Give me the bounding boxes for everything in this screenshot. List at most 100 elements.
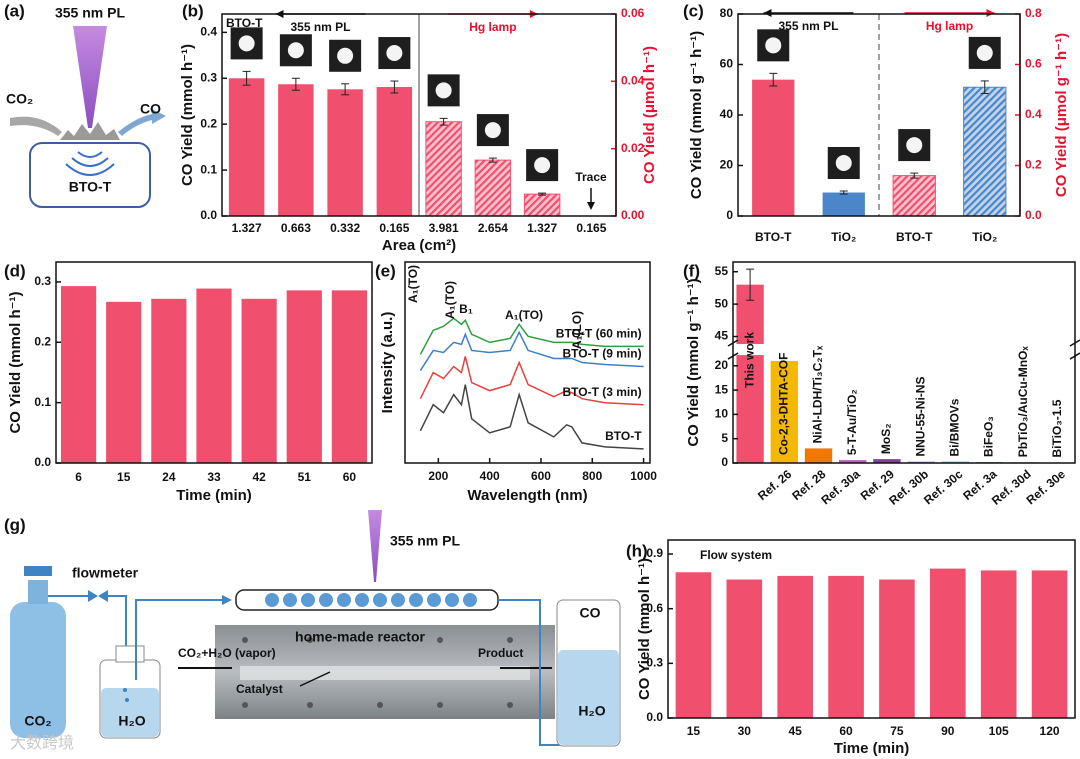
panel-label: (f) [683, 261, 700, 280]
cylinder-valve [24, 566, 52, 576]
annotation: Flow system [700, 548, 772, 562]
water-out-label: H₂O [578, 703, 605, 719]
x-tick-label: 42 [252, 470, 266, 484]
y-tick-label: 0.3 [200, 70, 217, 84]
flowmeter-icon [98, 590, 108, 602]
annotation: A₁(TO) [505, 308, 543, 322]
reactor-photo [240, 666, 530, 680]
sample-photo-spot [976, 44, 993, 61]
bar-label: This work [742, 332, 756, 388]
spectrum-line [419, 356, 644, 406]
cylinder-neck [28, 580, 48, 604]
x-tick-label: 15 [117, 470, 131, 484]
y2-tick-label: 0.4 [1025, 107, 1042, 121]
plot-frame [221, 13, 617, 217]
y-axis-title: CO Yield (mmol g⁻¹ h⁻¹) [685, 278, 702, 446]
series-label: BTO-T (9 min) [562, 347, 641, 361]
sample-photo-spot [765, 37, 782, 54]
tube [135, 599, 225, 680]
y2-tick-label: 0.04 [621, 74, 645, 88]
x-axis-title: Time (min) [834, 740, 910, 757]
x-tick-label: TiO₂ [831, 230, 856, 244]
x-tick-label: 2.654 [478, 221, 508, 235]
y2-tick-label: 0.6 [1025, 57, 1042, 71]
product-label: CO [140, 101, 161, 117]
y-tick-label: 10 [715, 407, 729, 421]
y-axis-title: CO Yield (mmol g⁻¹ h⁻¹) [688, 31, 705, 199]
x-tick-label: 200 [428, 469, 448, 483]
bar [675, 572, 712, 718]
bar [963, 86, 1007, 217]
bar [331, 290, 368, 463]
product-arrow [118, 108, 166, 136]
y-tick-label: 0.4 [200, 25, 217, 39]
x-tick-label: Ref. 26 [755, 467, 794, 503]
axis-break [731, 344, 1077, 356]
spectrum-line [419, 317, 644, 355]
spectrum-line [419, 330, 644, 371]
collector-water [558, 650, 619, 745]
diagram-g: (g) CO₂ flowmeter H₂O 355 nm PL home-mad… [4, 510, 621, 752]
panel-label: (c) [683, 1, 704, 20]
y2-tick-label: 0.8 [1025, 6, 1042, 20]
y-tick-label: 0.2 [34, 334, 51, 348]
bar [106, 301, 142, 463]
x-tick-label: 0.332 [330, 221, 360, 235]
bar [873, 459, 901, 463]
annotation: A₁(TO) [406, 265, 420, 303]
bar-label: MoS₂ [879, 423, 893, 454]
y-tick-label: 50 [715, 296, 729, 310]
y-axis-title: CO Yield (mmol h⁻¹) [636, 558, 653, 700]
bar [523, 193, 561, 217]
y-tick-label: 0.0 [646, 710, 663, 724]
x-tick-label: 400 [480, 469, 500, 483]
bar [822, 192, 865, 216]
flow-arrow [222, 595, 232, 605]
sample-photo-spot [337, 47, 354, 64]
x-tick-label: 120 [1040, 724, 1060, 738]
bar [879, 579, 915, 718]
bar-label: NNU-55-Ni-NS [913, 377, 927, 457]
bubbler-label: H₂O [118, 713, 145, 729]
series-label: BTO-T (60 min) [556, 327, 642, 341]
bar [425, 121, 462, 217]
spectrum-line [419, 384, 644, 450]
reactant-arrow [10, 116, 62, 136]
sample-photo-spot [534, 157, 551, 174]
x-tick-label: 800 [582, 469, 602, 483]
sample [60, 122, 120, 140]
y-tick-label: 40 [720, 107, 734, 121]
y-tick-label: 55 [715, 264, 729, 278]
bar-label: BiFeO₃ [982, 416, 996, 457]
panel-label: (h) [626, 541, 648, 560]
y2-axis-title: CO Yield (μmol g⁻¹ h⁻¹) [1053, 33, 1070, 197]
bar [241, 298, 277, 463]
bar [60, 286, 97, 463]
bar [770, 360, 798, 463]
light-label: 355 nm PL [55, 5, 125, 21]
y-axis-title: CO Yield (mmol h⁻¹) [7, 291, 24, 433]
light-beam [368, 510, 382, 582]
bar [752, 79, 795, 217]
bar [151, 298, 187, 463]
bar-label: 5-T-Au/TiO₂ [845, 389, 859, 455]
y2-tick-label: 0.02 [621, 141, 645, 155]
bar [228, 78, 265, 216]
bar [777, 575, 813, 718]
x-tick-label: 24 [162, 470, 176, 484]
annotation: Trace [575, 170, 607, 184]
sample-photo-spot [386, 45, 403, 62]
x-tick-label: Ref. 30e [1024, 467, 1069, 508]
waves [65, 151, 115, 176]
x-tick-label: 90 [941, 724, 955, 738]
legend-arrow-head [763, 9, 772, 17]
plot-frame [55, 261, 373, 464]
sample-photo-spot [435, 82, 452, 99]
annotation: B₁ [459, 302, 473, 316]
x-tick-label: BTO-T [896, 230, 933, 244]
legend-arrow-head [986, 9, 995, 17]
y-tick-label: 0.0 [34, 455, 51, 469]
bar [930, 568, 966, 718]
catalyst-beads [265, 593, 477, 607]
sample-photo-spot [484, 122, 501, 139]
